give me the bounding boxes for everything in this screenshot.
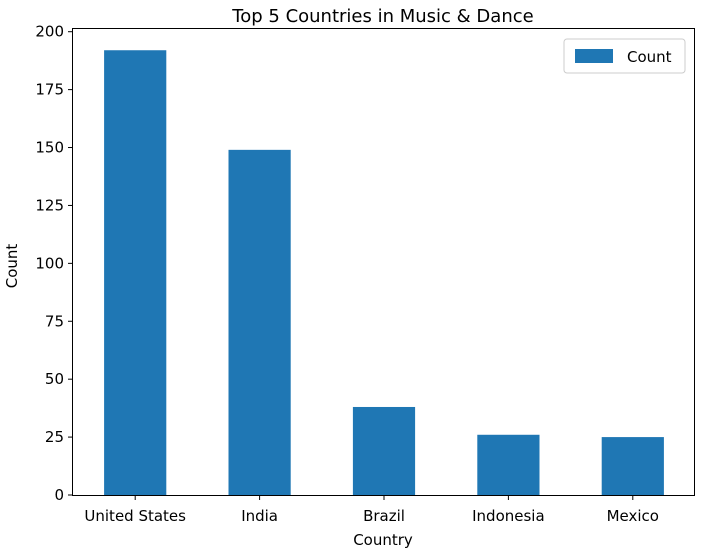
y-axis: 0 25 50 75 100 125 150 175 200 <box>35 23 73 504</box>
bar <box>352 406 416 495</box>
x-tick-label: Brazil <box>363 507 405 525</box>
x-tick-label: Mexico <box>607 507 659 525</box>
y-tick-label: 150 <box>35 139 64 157</box>
y-tick-label: 100 <box>35 254 64 272</box>
x-tick-label: Indonesia <box>472 507 545 525</box>
x-tick-label: United States <box>84 507 186 525</box>
bar <box>104 50 167 495</box>
plot-frame <box>72 28 695 496</box>
legend-frame <box>563 38 686 74</box>
legend-swatch <box>575 49 613 63</box>
bar <box>477 434 540 495</box>
legend: Count <box>563 38 686 74</box>
y-tick-label: 175 <box>35 81 64 99</box>
chart-title: Top 5 Countries in Music & Dance <box>231 6 533 27</box>
bars <box>104 50 664 495</box>
bar <box>228 149 291 495</box>
y-tick-label: 0 <box>54 486 64 504</box>
y-axis-label: Count <box>3 244 21 289</box>
y-tick-label: 125 <box>35 196 64 214</box>
x-axis: United States India Brazil Indonesia Mexico <box>84 495 659 525</box>
x-tick-label: India <box>241 507 278 525</box>
bar <box>601 437 664 495</box>
y-tick-label: 75 <box>45 312 64 330</box>
y-tick-label: 200 <box>35 23 64 41</box>
y-tick-label: 25 <box>45 428 64 446</box>
legend-label: Count <box>627 48 672 66</box>
y-tick-label: 50 <box>45 370 64 388</box>
x-axis-label: Country <box>353 531 413 549</box>
